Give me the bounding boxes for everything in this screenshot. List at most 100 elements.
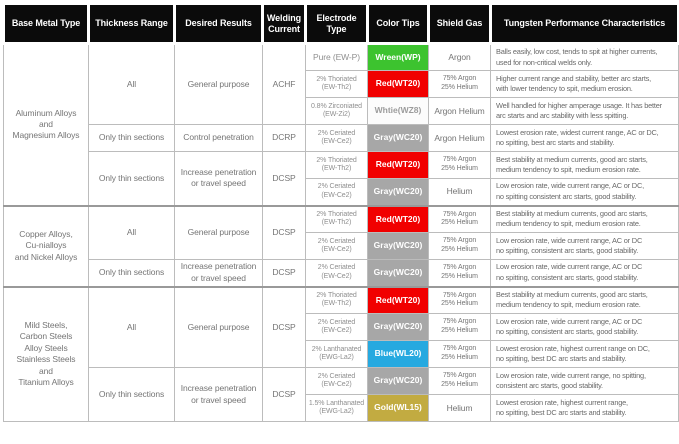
cell-base-metal: Mild Steels, Carbon Steels Alloy Steels …: [3, 285, 89, 422]
cell-characteristics: Low erosion rate, wide current range, AC…: [490, 313, 679, 341]
cell-thickness: Only thin sections: [88, 259, 175, 287]
cell-shield-gas: 75% Argon 25% Helium: [428, 313, 491, 341]
table-row: 1.5% Lanthanated (EWG-La2) Gold(WL15) He…: [4, 394, 679, 422]
cell-electrode-type: 2% Ceriated (EW-Ce2): [305, 232, 368, 260]
cell-electrode-type: 2% Lanthanated (EWG-La2): [305, 340, 368, 368]
cell-thickness: Only thin sections: [88, 367, 175, 422]
cell-characteristics: Lowest erosion rate, widest current rang…: [490, 124, 679, 152]
cell-electrode-type: 0.8% Zirconiated (EW-Zi2): [305, 97, 368, 125]
cell-color-tip: Red(WT20): [367, 70, 429, 98]
header-cell-color-tips: Color Tips: [366, 2, 430, 45]
cell-desired-results: Increase penetration or travel speed: [174, 259, 263, 287]
table-row: Aluminum Alloys and Magnesium Alloys All…: [3, 43, 679, 206]
cell-thickness: All: [88, 285, 175, 368]
table-row: 2% Ceriated (EW-Ce2) Gray(WC20) 75% Argo…: [4, 232, 679, 260]
cell-characteristics: Higher current range and stability, bett…: [490, 70, 679, 98]
cell-color-tip: Gold(WL15): [367, 394, 429, 422]
cell-base-metal: Aluminum Alloys and Magnesium Alloys: [3, 43, 89, 206]
cell-thickness: All: [88, 204, 175, 260]
cell-electrode-type: 2% Ceriated (EW-Ce2): [305, 178, 368, 206]
table-row: 2% Thoriated (EW-Th2) Red(WT20) 75% Argo…: [4, 70, 679, 98]
cell-base-metal: Copper Alloys, Cu-nialloys and Nickel Al…: [3, 204, 89, 287]
cell-desired-results: General purpose: [174, 285, 263, 368]
cell-shield-gas: 75% Argon 25% Helium: [428, 367, 491, 395]
cell-electrode-type: 1.5% Lanthanated (EWG-La2): [305, 394, 368, 422]
header-cell-thickness-range: Thickness Range: [87, 2, 176, 45]
cell-shield-gas: 75% Argon 25% Helium: [428, 232, 491, 260]
cell-characteristics: Lowest erosion rate, highest current ran…: [490, 394, 679, 422]
cell-shield-gas: 75% Argon 25% Helium: [428, 285, 491, 314]
cell-characteristics: Well handled for higher amperage usage. …: [490, 97, 679, 125]
cell-electrode-type: 2% Thoriated (EW-Th2): [305, 70, 368, 98]
cell-color-tip: Red(WT20): [367, 204, 429, 233]
cell-desired-results: Control penetration: [174, 124, 263, 152]
tungsten-table: Base Metal Type Thickness Range Desired …: [2, 2, 679, 422]
cell-electrode-type: 2% Thoriated (EW-Th2): [305, 204, 368, 233]
cell-shield-gas: Argon Helium: [428, 97, 491, 125]
cell-characteristics: Best stability at medium currents, good …: [490, 151, 679, 179]
cell-welding-current: DCSP: [262, 259, 306, 287]
cell-color-tip: Blue(WL20): [367, 340, 429, 368]
cell-characteristics: Best stability at medium currents, good …: [490, 204, 679, 233]
cell-characteristics: Low erosion rate, wide current range, AC…: [490, 178, 679, 206]
cell-desired-results: Increase penetration or travel speed: [174, 151, 263, 206]
cell-desired-results: General purpose: [174, 43, 263, 125]
cell-shield-gas: 75% Argon 25% Helium: [428, 151, 491, 179]
cell-electrode-type: Pure (EW-P): [305, 43, 368, 71]
cell-characteristics: Best stability at medium currents, good …: [490, 285, 679, 314]
cell-characteristics: Low erosion rate, wide current range, AC…: [490, 232, 679, 260]
cell-welding-current: DCSP: [262, 367, 306, 422]
cell-electrode-type: 2% Ceriated (EW-Ce2): [305, 367, 368, 395]
cell-desired-results: Increase penetration or travel speed: [174, 367, 263, 422]
cell-thickness: All: [88, 43, 175, 125]
cell-thickness: Only thin sections: [88, 151, 175, 206]
cell-color-tip: Red(WT20): [367, 285, 429, 314]
cell-color-tip: Gray(WC20): [367, 259, 429, 287]
cell-color-tip: Gray(WC20): [367, 367, 429, 395]
header-cell-shield-gas: Shield Gas: [427, 2, 492, 45]
cell-electrode-type: 2% Thoriated (EW-Th2): [305, 285, 368, 314]
header-cell-welding-current: Welding Current: [261, 2, 307, 45]
cell-color-tip: Whtie(WZ8): [367, 97, 429, 125]
cell-shield-gas: Helium: [428, 178, 491, 206]
cell-shield-gas: 75% Argon 25% Helium: [428, 340, 491, 368]
cell-characteristics: Low erosion rate, wide current range, no…: [490, 367, 679, 395]
header-cell-desired-results: Desired Results: [173, 2, 264, 45]
header-row: Base Metal Type Thickness Range Desired …: [2, 2, 679, 45]
cell-characteristics: Balls easily, low cost, tends to spit at…: [490, 43, 679, 71]
cell-shield-gas: 75% Argon 25% Helium: [428, 259, 491, 287]
table-row: Only thin sections Control penetration D…: [4, 124, 679, 152]
cell-characteristics: Lowest erosion rate, highest current ran…: [490, 340, 679, 368]
cell-color-tip: Red(WT20): [367, 151, 429, 179]
cell-welding-current: ACHF: [262, 43, 306, 125]
cell-electrode-type: 2% Ceriated (EW-Ce2): [305, 259, 368, 287]
cell-color-tip: Gray(WC20): [367, 313, 429, 341]
cell-shield-gas: 75% Argon 25% Helium: [428, 70, 491, 98]
cell-shield-gas: Argon: [428, 43, 491, 71]
cell-electrode-type: 2% Ceriated (EW-Ce2): [305, 124, 368, 152]
table-row: Copper Alloys, Cu-nialloys and Nickel Al…: [3, 204, 679, 287]
cell-thickness: Only thin sections: [88, 124, 175, 152]
table-row: 2% Ceriated (EW-Ce2) Gray(WC20) 75% Argo…: [4, 313, 679, 341]
cell-electrode-type: 2% Thoriated (EW-Th2): [305, 151, 368, 179]
cell-welding-current: DCSP: [262, 151, 306, 206]
table-row: Only thin sections Increase penetration …: [4, 367, 679, 422]
cell-color-tip: Gray(WC20): [367, 232, 429, 260]
cell-welding-current: DCRP: [262, 124, 306, 152]
cell-characteristics: Low erosion rate, wide current range, AC…: [490, 259, 679, 287]
cell-welding-current: DCSP: [262, 285, 306, 368]
header-cell-performance-characteristics: Tungsten Performance Characteristics: [489, 2, 679, 45]
cell-color-tip: Gray(WC20): [367, 178, 429, 206]
cell-color-tip: Wreen(WP): [367, 43, 429, 71]
table-row: Only thin sections Increase penetration …: [4, 259, 679, 287]
cell-shield-gas: 75% Argon 25% Helium: [428, 204, 491, 233]
cell-welding-current: DCSP: [262, 204, 306, 260]
cell-electrode-type: 2% Ceriated (EW-Ce2): [305, 313, 368, 341]
header-cell-base-metal-type: Base Metal Type: [2, 2, 90, 45]
cell-desired-results: General purpose: [174, 204, 263, 260]
table-row: Only thin sections Increase penetration …: [4, 151, 679, 206]
cell-color-tip: Gray(WC20): [367, 124, 429, 152]
header-cell-electrode-type: Electrode Type: [304, 2, 369, 45]
table-row: Mild Steels, Carbon Steels Alloy Steels …: [3, 285, 679, 422]
